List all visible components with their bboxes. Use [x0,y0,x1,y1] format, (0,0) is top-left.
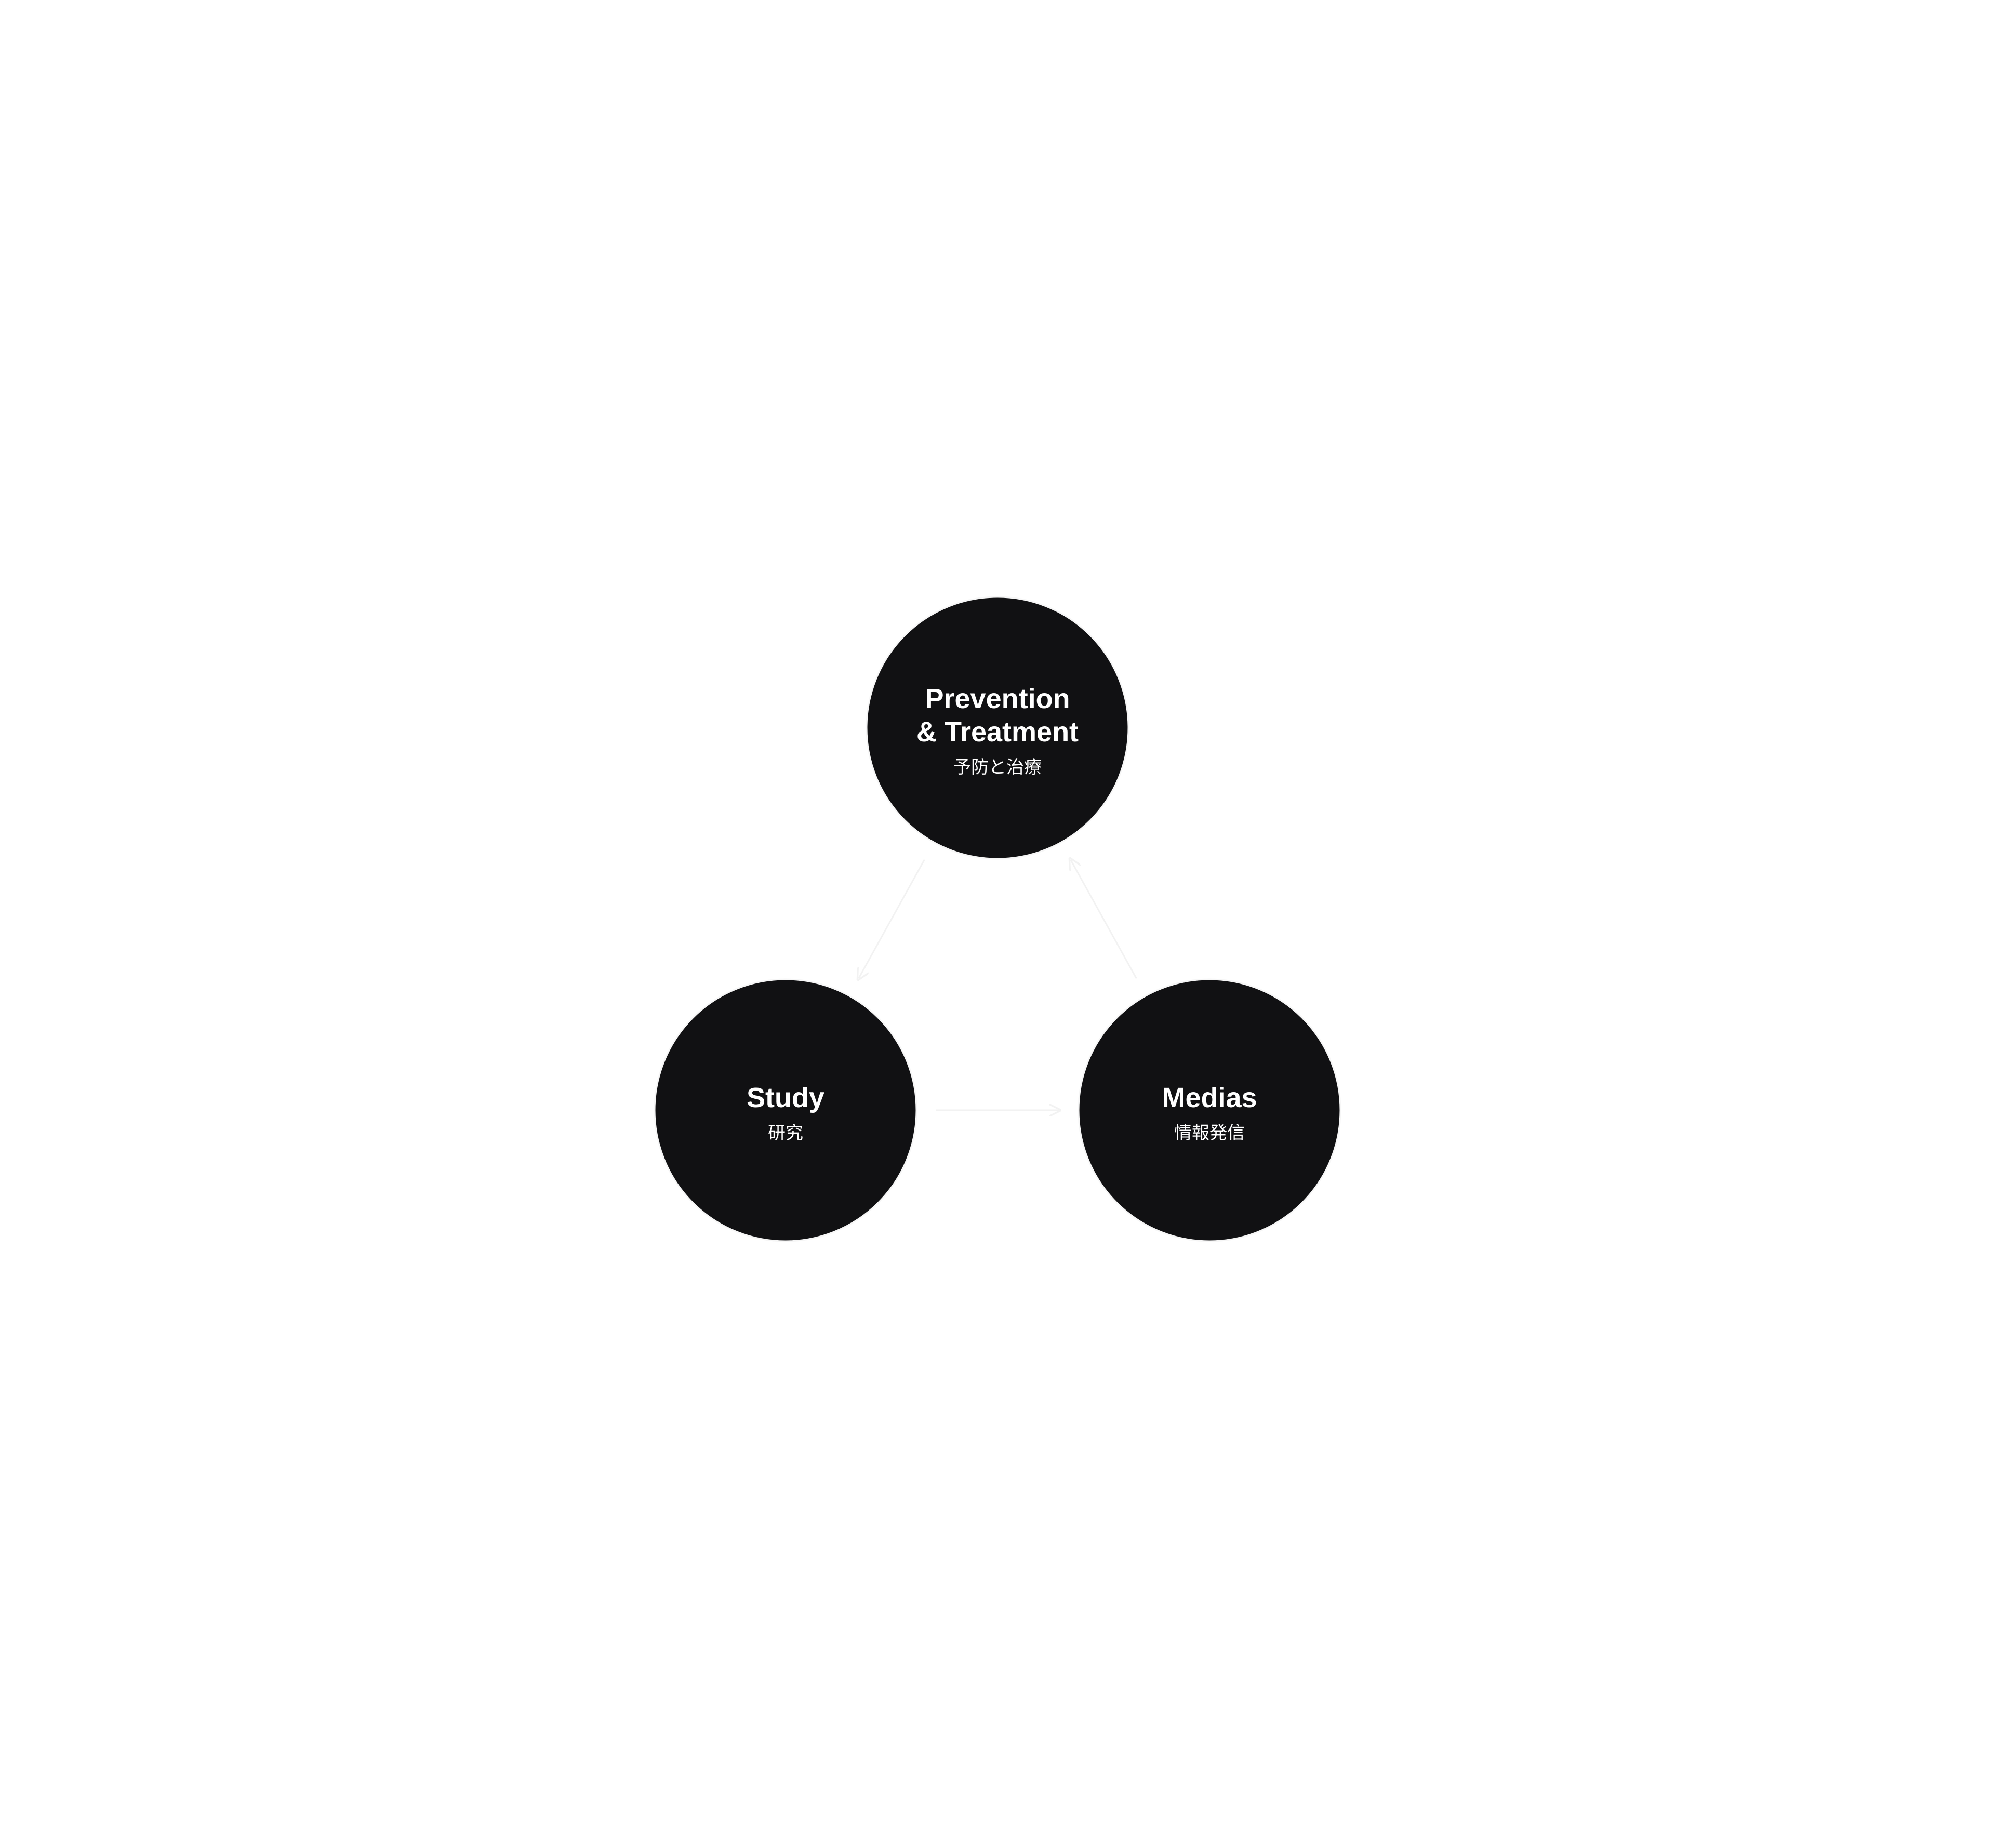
node-study-title: Study [747,1082,824,1113]
node-medias: Medias 情報発信 [1079,979,1340,1241]
nodes: Prevention& Treatment予防と治療 Study 研究 Medias 情… [655,597,1340,1241]
node-study-subtitle: 研究 [768,1123,803,1142]
node-medias-title: Medias [1162,1082,1257,1113]
node-medias-subtitle: 情報発信 [1174,1123,1245,1142]
node-prevention-subtitle: 予防と治療 [953,757,1042,777]
edge-medias-to-prevention [1071,859,1137,978]
diagram-stage: Prevention& Treatment予防と治療 Study 研究 Medias 情… [639,592,1356,1257]
node-prevention: Prevention& Treatment予防と治療 [867,597,1128,859]
edge-prevention-to-study [859,859,925,978]
node-study: Study 研究 [655,979,916,1241]
cycle-diagram: Prevention& Treatment予防と治療 Study 研究 Medias 情… [639,592,1356,1257]
